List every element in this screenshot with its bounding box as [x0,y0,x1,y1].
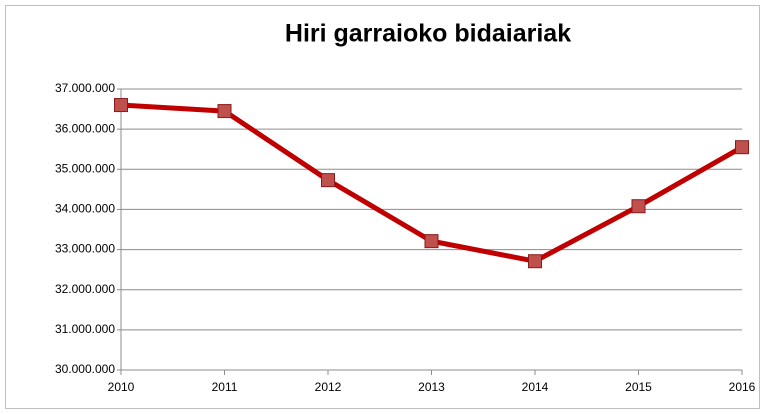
x-tick-label: 2012 [315,380,342,394]
chart-border [5,5,760,409]
point-marker [631,199,646,214]
y-tick-label: 30.000.000 [55,362,115,376]
y-tick-label: 34.000.000 [55,202,115,216]
point-marker [217,104,232,119]
chart-title: Hiri garraioko bidaiariak [285,20,571,48]
x-tick-label: 2010 [108,380,135,394]
y-tick-label: 31.000.000 [55,322,115,336]
x-tick-label: 2014 [522,380,549,394]
x-tick-label: 2015 [625,380,652,394]
y-tick-label: 32.000.000 [55,282,115,296]
y-tick-label: 36.000.000 [55,121,115,135]
x-tick-label: 2011 [212,380,238,394]
y-tick-label: 33.000.000 [55,242,115,256]
point-marker [114,98,128,113]
point-marker [735,140,749,155]
point-marker [528,254,542,269]
x-tick-label: 2016 [729,380,756,394]
y-tick-label: 37.000.000 [55,81,115,95]
point-marker [424,234,439,249]
point-marker [321,173,335,188]
y-tick-label: 35.000.000 [55,161,115,175]
x-tick-label: 2013 [418,380,445,394]
